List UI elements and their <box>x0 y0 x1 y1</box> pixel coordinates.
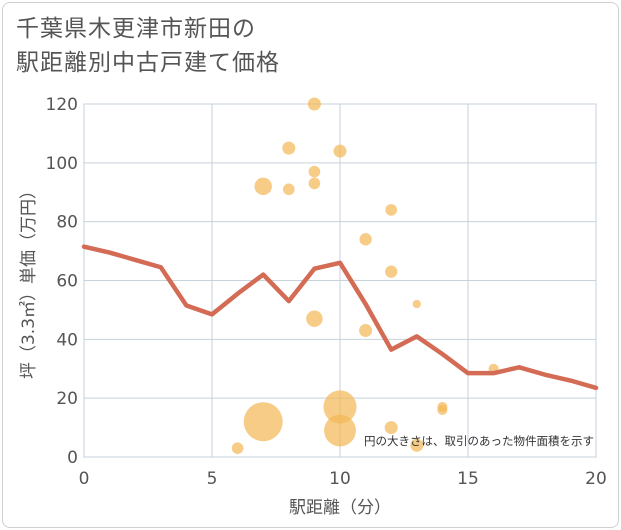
bubble-point <box>282 141 296 155</box>
line-layer <box>81 244 599 391</box>
bubble-point <box>282 183 295 196</box>
chart-title-line2: 駅距離別中古戸建て価格 <box>16 50 280 76</box>
bubble-point <box>385 204 398 216</box>
x-tick-label: 10 <box>329 469 351 489</box>
y-tick-label: 20 <box>56 389 78 409</box>
bubble-layer <box>231 97 499 454</box>
bubble-point <box>307 97 321 111</box>
x-tick-label: 0 <box>79 469 90 489</box>
bubble-point <box>333 144 347 158</box>
y-tick-label: 40 <box>56 330 78 350</box>
bubble-point <box>385 265 398 278</box>
y-tick-label: 0 <box>67 448 78 468</box>
x-tick-labels: 0 5 10 15 20 <box>79 469 607 489</box>
bubble-point <box>384 421 398 435</box>
bubble-point <box>254 177 272 196</box>
y-tick-label: 80 <box>56 213 78 233</box>
y-axis-title: 坪（3.3㎡）単価（万円） <box>19 182 39 379</box>
bubble-point <box>437 404 448 415</box>
bubble-point <box>243 402 283 442</box>
x-axis-title: 駅距離（分） <box>289 498 391 518</box>
average-price-line <box>81 244 599 391</box>
y-tick-label: 100 <box>46 154 78 174</box>
y-tick-label: 60 <box>56 272 78 292</box>
size-annotation: 円の大きさは、取引のあった物件面積を示す <box>364 434 594 448</box>
y-tick-labels: 0 20 40 60 80 100 120 <box>46 95 78 468</box>
bubble-point <box>359 233 372 246</box>
chart-title-line1: 千葉県木更津市新田の <box>16 16 256 42</box>
bubble-point <box>231 442 244 454</box>
x-tick-label: 5 <box>207 469 218 489</box>
x-tick-label: 20 <box>585 469 607 489</box>
bubble-point <box>323 390 357 424</box>
bubble-point <box>308 165 321 178</box>
bubble-point <box>306 310 323 327</box>
bubble-point <box>359 324 373 338</box>
bubble-point <box>412 299 421 309</box>
bubble-point <box>308 177 321 190</box>
y-tick-label: 120 <box>46 95 78 115</box>
bubble-point <box>410 438 424 452</box>
x-tick-label: 15 <box>457 469 479 489</box>
chart-title: 千葉県木更津市新田の 駅距離別中古戸建て価格 <box>16 12 280 80</box>
bubble-point <box>324 414 356 447</box>
